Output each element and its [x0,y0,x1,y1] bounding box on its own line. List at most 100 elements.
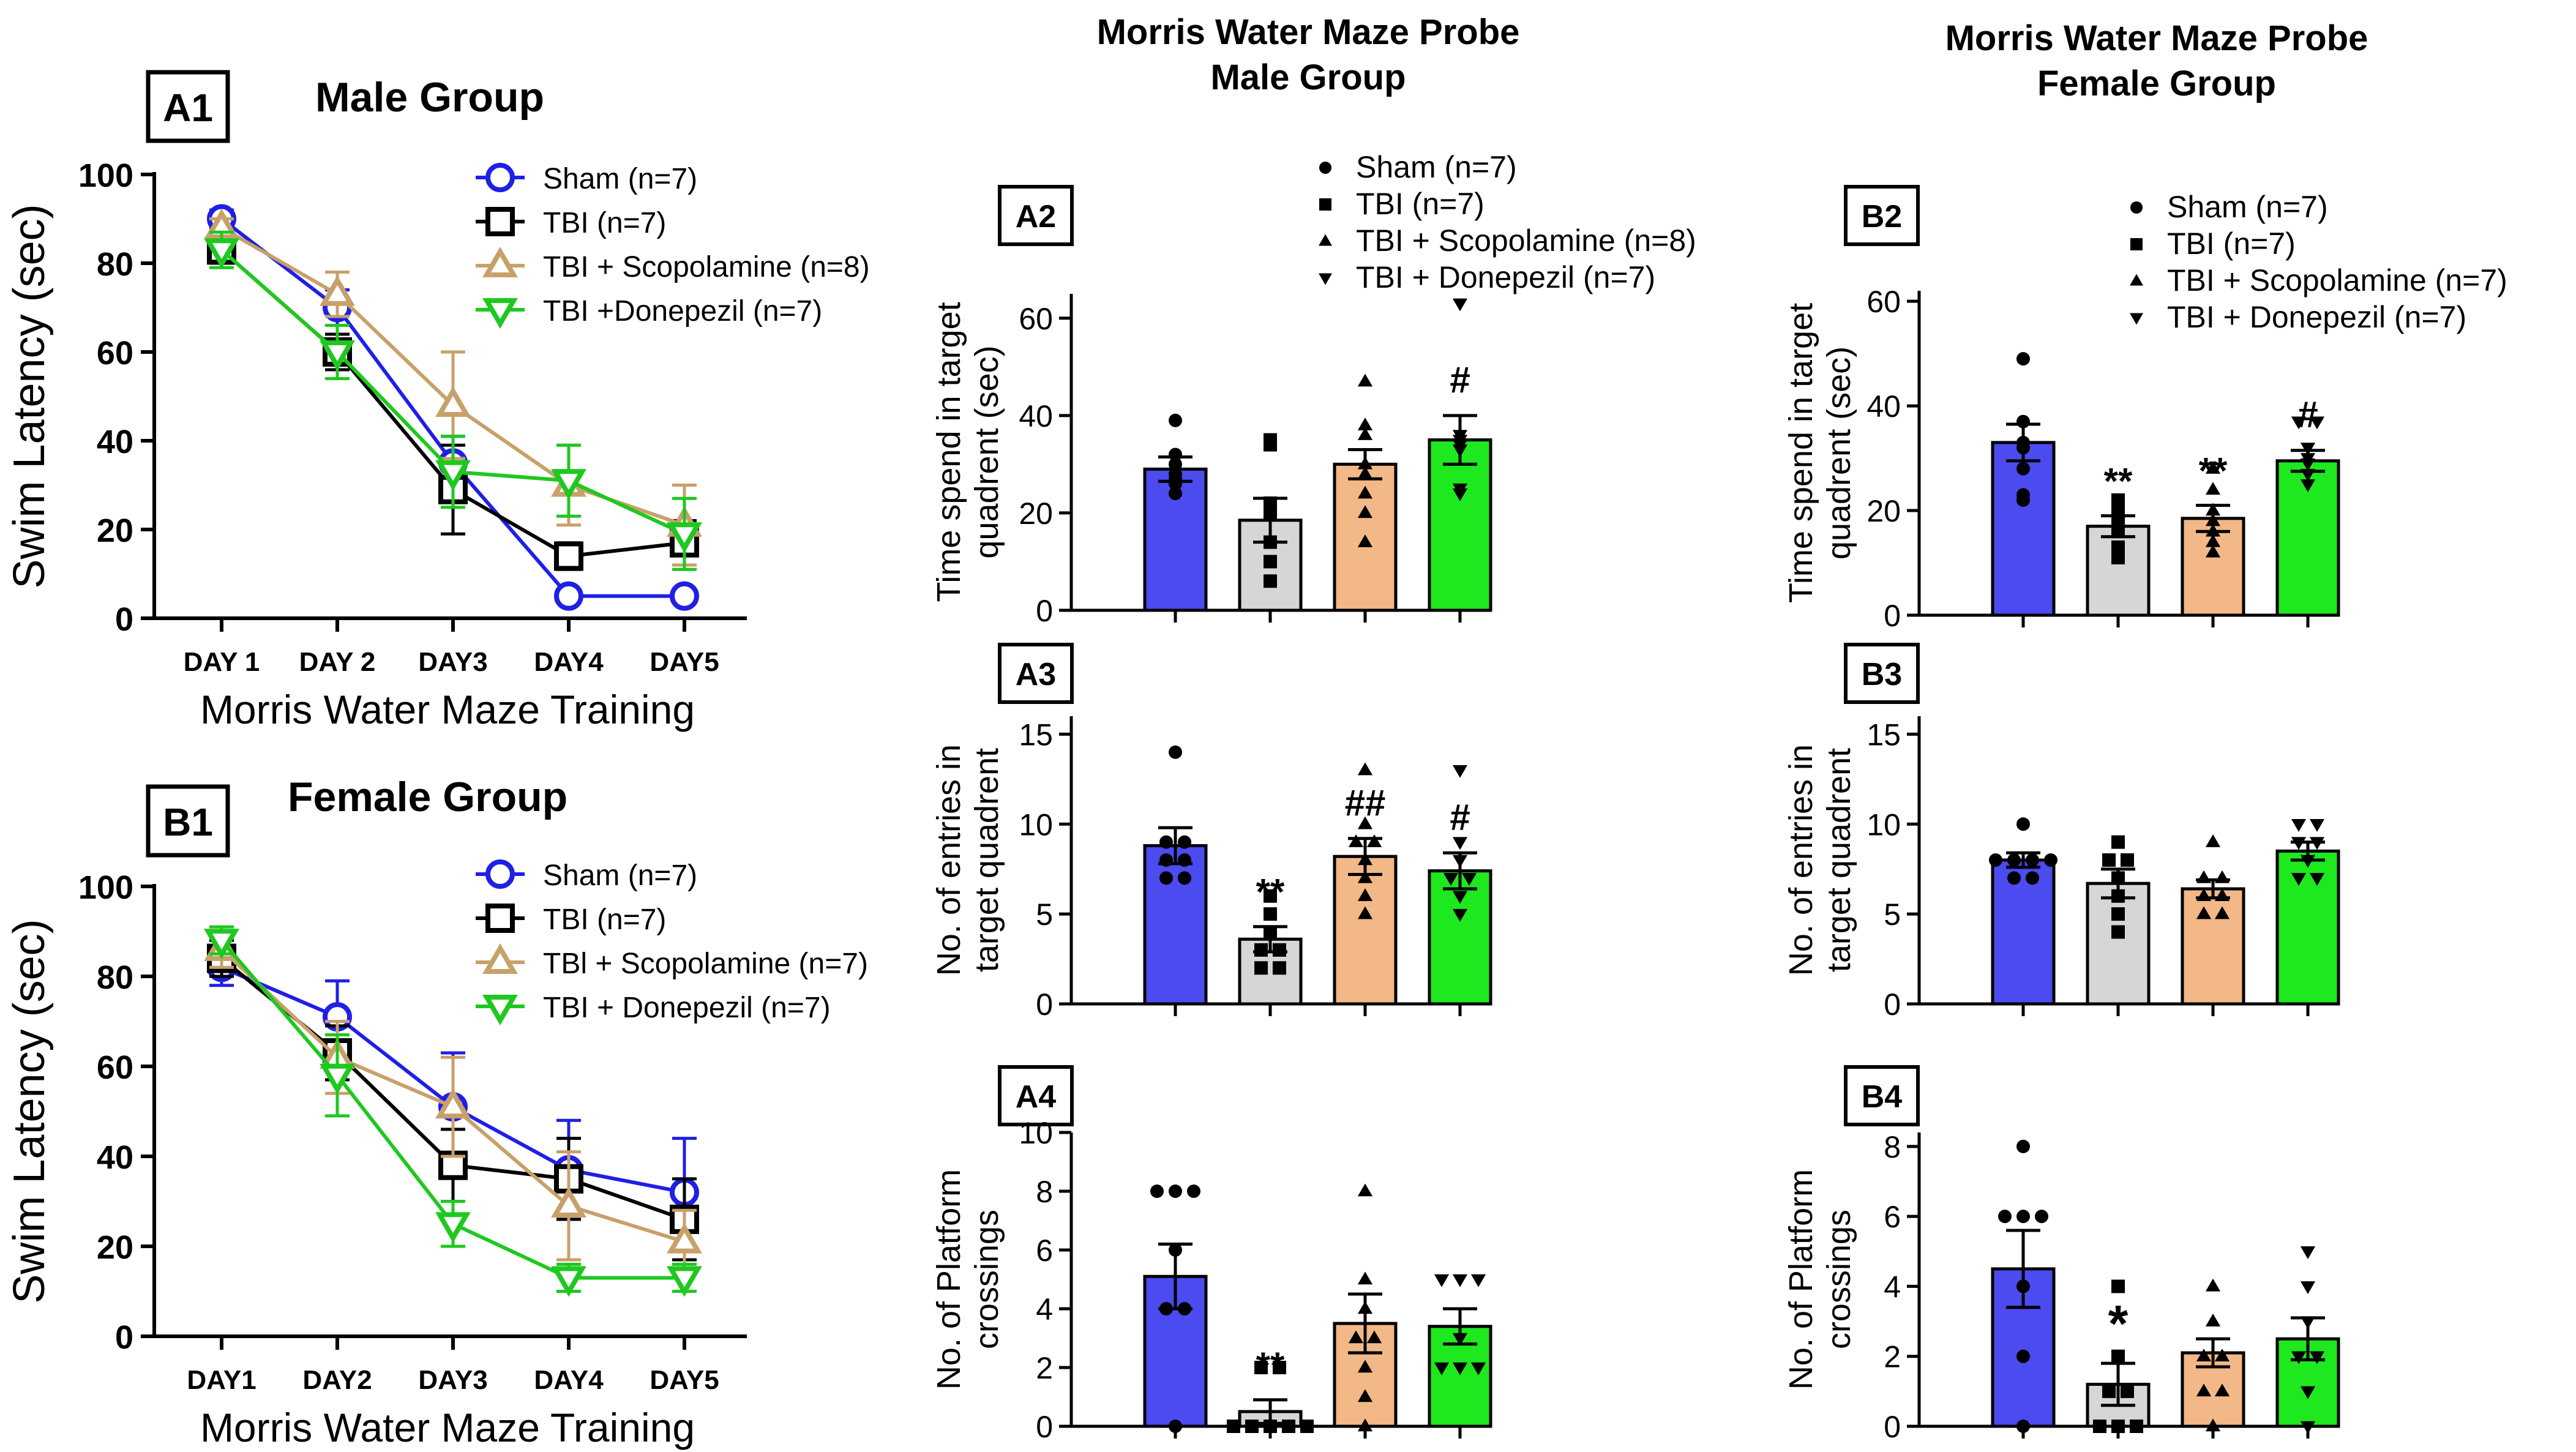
y-tick-label: 8 [1036,1175,1053,1209]
data-point [667,522,702,553]
y-tick-label: 5 [1036,897,1053,932]
y-tick-label: 6 [1884,1200,1901,1234]
data-point [435,1212,471,1243]
significance-mark: ** [1256,1345,1285,1386]
data-point [204,238,239,269]
legend-label: TBI + Scopolamine (n=8) [1356,223,1696,258]
data-point [2214,1383,2230,1397]
data-point [1169,487,1182,501]
x-tick-label: DAY2 [302,1365,372,1395]
data-point [1357,852,1373,866]
y-axis-label-line1: Time spend in target [930,302,967,602]
legend-marker [2130,313,2143,325]
data-point [2214,906,2230,919]
bar [1428,438,1492,612]
line-chart-A1: A1 Male Group 0 20 40 60 80 100 DAY 1 DAY 2 DAY3 DA… [5,70,870,732]
data-point [667,1222,702,1254]
bar-group-0 [1991,352,2056,627]
data-point [1470,1362,1486,1375]
data-point [1150,1184,1164,1198]
y-tick-label: 0 [1036,594,1053,628]
bar-group-3: # [1428,298,1492,623]
data-point [2291,416,2307,430]
data-point [2016,817,2030,831]
data-point [2205,482,2221,495]
data-point [2205,1278,2221,1292]
y-tick-label: 20 [97,1229,133,1266]
data-point [1159,853,1173,867]
data-point [1357,1183,1373,1197]
data-point [1357,456,1373,470]
data-point [1264,438,1277,452]
data-point [1264,574,1277,588]
y-tick-label: 5 [1884,897,1901,932]
legend-label: Sham (n=7) [2167,190,2328,224]
panel-label: A4 [1016,1079,1057,1115]
legend-label: TBI + Scopolamine (n=7) [2167,263,2507,298]
data-point [2016,414,2030,428]
bar-group-2 [2181,1278,2245,1439]
data-point [551,1186,586,1218]
bar-group-2: ## [1333,762,1398,1016]
panel-label-box [998,185,1074,246]
y-tick-label: 10 [1866,807,1901,842]
bar-group-1: * [2086,1279,2151,1439]
x-tick-label: DAY5 [650,1365,719,1395]
bar-group-1 [1238,433,1303,623]
data-point [2111,1349,2125,1363]
data-point [1264,506,1277,520]
legend-marker [1319,234,1332,246]
data-point [667,1266,702,1297]
y-tick-label: 80 [97,959,133,996]
legend-label: TBl + Scopolamine (n=7) [543,948,868,980]
bar-group-2 [1333,1183,1398,1439]
bar-group-2 [1333,373,1398,623]
panel-label: A3 [1016,657,1056,692]
panel-label: B1 [163,800,213,844]
significance-mark: * [2108,1295,2129,1352]
significance-mark: # [1450,359,1470,400]
y-tick-label: 20 [97,512,133,549]
bar-group-2 [2181,834,2245,1016]
data-point [1357,1418,1373,1432]
data-point [2035,1210,2048,1224]
panel-label-box [998,643,1074,704]
legend-marker [482,247,518,277]
x-tick-label: DAY5 [650,647,719,677]
data-point [2214,870,2230,883]
x-tick-label: DAY4 [534,1365,604,1395]
x-tick-label: DAY3 [418,1365,487,1395]
bar [1428,869,1492,1006]
legend-marker [482,943,518,974]
data-point [2111,550,2125,564]
x-axis-label: Morris Water Maze Training [200,687,695,732]
legend-label: Sham (n=7) [543,859,697,892]
data-point [1461,873,1477,886]
data-point [2300,479,2316,492]
data-point [1169,477,1182,491]
legend-marker [485,163,515,192]
data-point [1357,906,1373,919]
data-point [2196,888,2212,901]
male-probe-header: Morris Water Maze Probe Male Group [1097,12,1520,97]
y-axis-label-line2: crossings [1821,1210,1857,1349]
y-tick-label: 10 [1019,807,1053,842]
significance-mark: ** [2199,450,2228,491]
data-point [1452,855,1468,868]
data-point [551,1266,586,1297]
legend-marker [2130,274,2143,286]
panel-label: A1 [163,86,213,130]
data-point [1452,1274,1468,1287]
panel-label-box [146,784,230,858]
data-point [1348,1330,1364,1344]
data-point [2111,514,2125,528]
data-point [2102,1384,2116,1398]
line-chart-B1: B1 Female Group 0 20 40 60 80 100 DAY1 DAY2 DAY3 DA… [5,774,868,1450]
data-point [2300,855,2316,868]
data-point [2111,525,2125,539]
legend-label: TBI + Donepezil (n=7) [543,992,831,1024]
y-axis-label-line1: Time spend in target [1783,303,1819,603]
bar-group-0 [1143,413,1208,623]
data-point [2026,871,2039,885]
